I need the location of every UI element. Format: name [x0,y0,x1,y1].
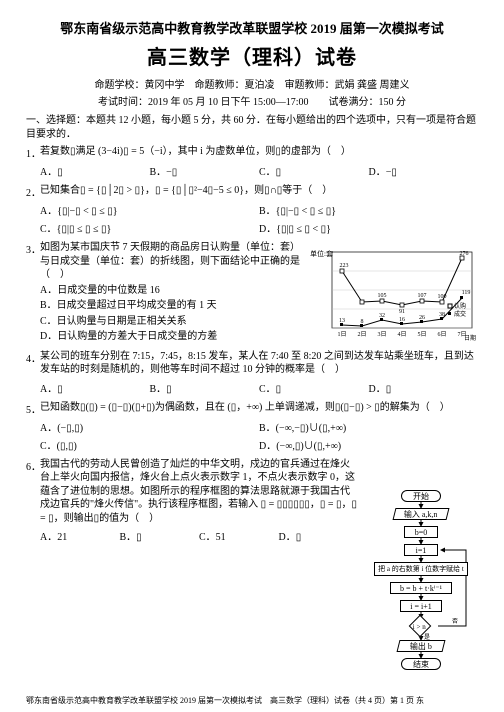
flow-assign-t: 把 a 的右数第 i 位数字赋给 t [374,562,468,576]
q6-opt-c: C．51 [199,528,279,543]
q5-text: 已知函数▯(▯) = (▯−▯)(▯+▯)为偶函数，且在 (▯，+∞) 上单调递… [40,401,478,416]
svg-text:2日: 2日 [357,331,366,338]
flow-input: 输入 a,k,n [393,508,450,520]
svg-text:成交: 成交 [454,310,466,318]
q4-opt-d: D．▯ [369,380,479,395]
q5-opt-d: D．(−∞,▯)∪(▯,+∞) [259,437,478,452]
svg-text:6日: 6日 [437,331,446,338]
q1-opt-a: A．▯ [40,163,150,178]
q6-opt-a: A．21 [40,528,120,543]
svg-text:8: 8 [361,319,364,325]
question-5: 5．已知函数▯(▯) = (▯−▯)(▯+▯)为偶函数，且在 (▯，+∞) 上单… [26,401,478,452]
flow-start: 开始 [401,490,441,502]
page-footer: 鄂东南省级示范高中教育教学改革联盟学校 2019 届第一次模拟考试 高三数学（理… [26,696,478,706]
q2-opt-c: C．{▯|▯ ≤ ▯ ≤ ▯} [40,220,259,235]
flow-b0: b=0 [404,526,438,538]
question-2: 2．已知集合▯ = {▯│2▯ > ▯}，▯ = {▯│▯²−4▯−5 ≤ 0}… [26,184,478,235]
flow-b-update: b = b + t·kⁱ⁻¹ [390,582,452,594]
q4-opt-c: C．▯ [259,380,369,395]
q2-opt-a: A．{▯|−▯ < ▯ ≤ ▯} [40,202,259,217]
q5-opt-c: C．(▯,▯) [40,437,259,452]
svg-text:38: 38 [439,312,445,318]
exam-subject-title: 高三数学（理科）试卷 [26,41,478,70]
q1-text: 若复数▯满足 (3−4i)▯ = 5（−i），其中 i 为虚数单位，则▯的虚部为… [40,145,478,160]
svg-text:119: 119 [462,290,471,296]
svg-text:223: 223 [340,263,349,269]
q2-text: 已知集合▯ = {▯│2▯ > ▯}，▯ = {▯│▯²−4▯−5 ≤ 0}，则… [40,184,478,199]
flowchart-q6: 是 否 开始 输入 a,k,n b=0 i=1 把 a 的右数第 i 位数字赋给… [366,490,476,670]
svg-text:91: 91 [399,309,405,315]
q4-opt-a: A．▯ [40,380,150,395]
svg-text:否: 否 [452,618,458,625]
exam-authors: 命题学校：黄冈中学 命题教师：夏泊凌 审题教师：武娟 龚盛 周建义 [26,76,478,91]
section-1-heading: 一、选择题：本题共 12 小题，每小题 5 分，共 60 分．在每小题给出的四个… [26,114,478,141]
q2-opt-d: D．{▯|▯ ≤ ▯ < ▯} [259,220,478,235]
svg-text:276: 276 [460,251,469,257]
q1-opt-d: D．−▯ [369,163,479,178]
line-chart-q3: 单位:套 1日2日3日 4日5日6日 7日日期 22310591 1071002… [308,246,478,342]
svg-text:4日: 4日 [397,331,406,338]
svg-text:认购: 认购 [454,302,466,310]
question-1: 1．若复数▯满足 (3−4i)▯ = 5（−i），其中 i 为虚数单位，则▯的虚… [26,145,478,178]
svg-text:26: 26 [419,315,425,321]
flow-end: 结束 [401,658,441,670]
q5-opt-b: B．(−∞,−▯)∪(▯,+∞) [259,419,478,434]
q5-opt-a: A．(−▯,▯) [40,419,259,434]
svg-text:13: 13 [339,318,345,324]
svg-text:100: 100 [438,294,447,300]
q4-opt-b: B．▯ [150,380,260,395]
flow-output: 输出 b [397,640,446,652]
svg-text:16: 16 [399,317,405,323]
svg-text:105: 105 [378,293,387,299]
flow-i1: i=1 [404,544,438,556]
svg-text:3日: 3日 [377,331,386,338]
svg-text:5日: 5日 [417,331,426,338]
q6-opt-b: B．▯ [120,528,200,543]
svg-text:单位:套: 单位:套 [310,249,333,258]
exam-org-title: 鄂东南省级示范高中教育教学改革联盟学校 2019 届第一次模拟考试 [26,18,478,37]
exam-time-marks: 考试时间：2019 年 05 月 10 日下午 15:00—17:00 试卷满分… [26,93,478,108]
flow-i-inc: i = i+1 [400,600,442,612]
q4-text: 某公司的班车分别在 7:15，7:45，8:15 发车，某人在 7:40 至 8… [40,350,478,377]
svg-text:日期: 日期 [464,334,476,342]
q1-opt-c: C．▯ [259,163,369,178]
svg-text:107: 107 [418,293,427,299]
q6-opt-d: D．▯ [279,528,359,543]
q1-opt-b: B．−▯ [150,163,260,178]
svg-text:32: 32 [379,313,385,319]
q2-opt-b: B．{▯|−▯ < ▯ ≤ ▯} [259,202,478,217]
question-4: 4．某公司的班车分别在 7:15，7:45，8:15 发车，某人在 7:40 至… [26,350,478,395]
svg-text:1日: 1日 [337,331,346,338]
